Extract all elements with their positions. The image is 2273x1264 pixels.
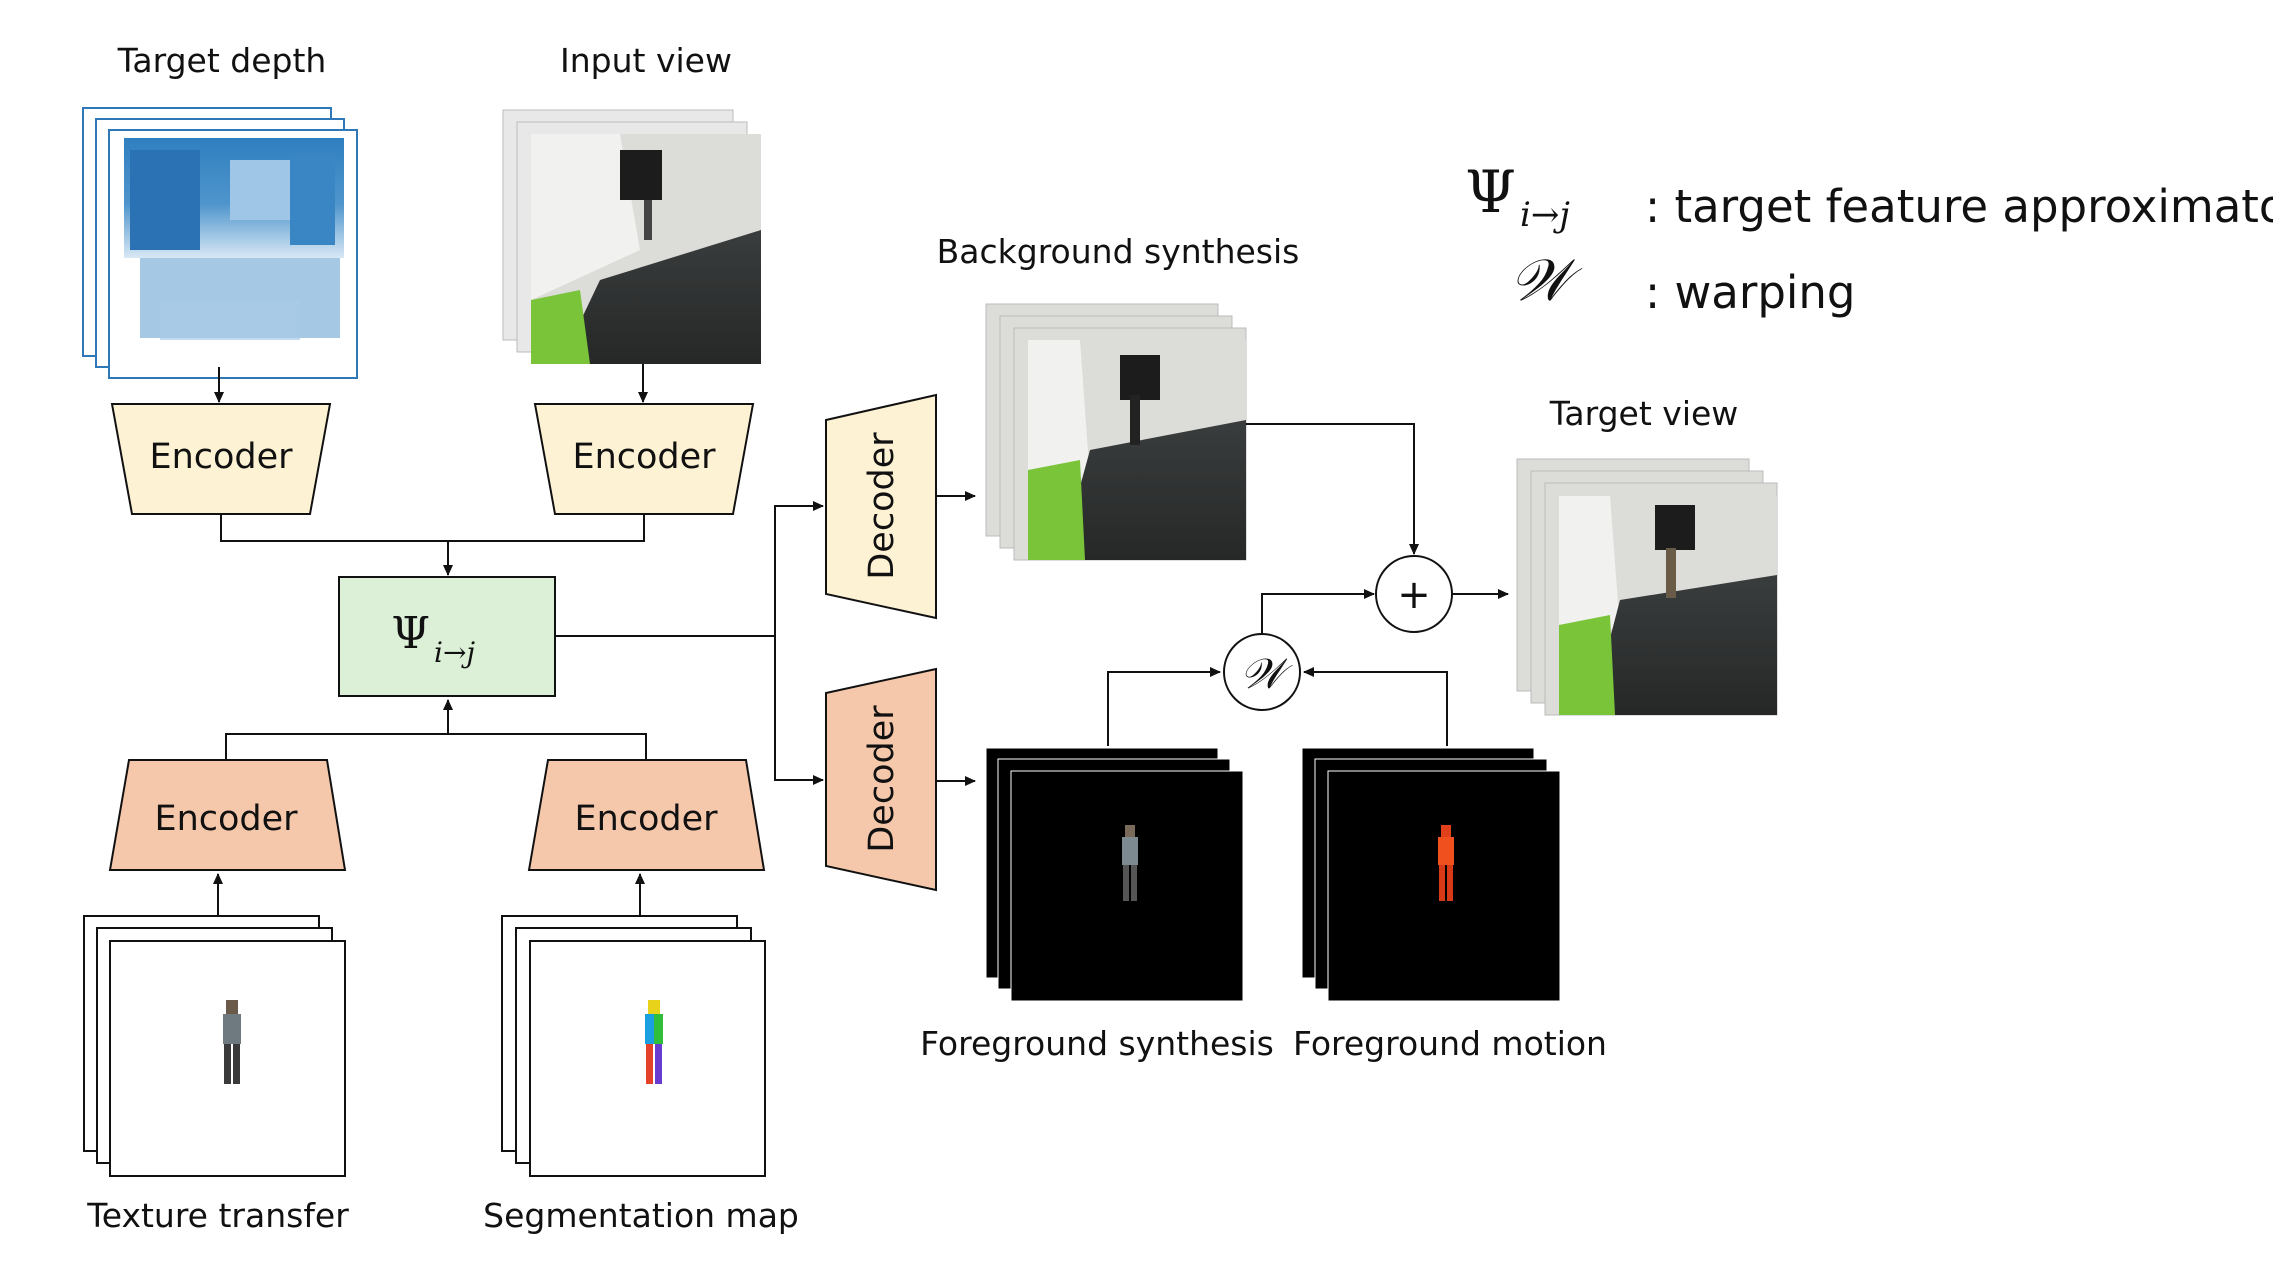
- segmentation-map-label: Segmentation map: [483, 1196, 799, 1235]
- decoder-foreground-label: Decoder: [862, 705, 902, 853]
- encoder-input-view-label: Encoder: [572, 437, 716, 477]
- target-depth-stack: [82, 107, 358, 379]
- texture-transfer-stack: [83, 915, 346, 1177]
- input-view-stack: [502, 109, 761, 364]
- legend-psi-symbol: Ψ: [1465, 158, 1516, 226]
- background-synthesis-stack: [985, 303, 1247, 561]
- input-view-label: Input view: [560, 41, 732, 80]
- legend-warp-description: : warping: [1645, 266, 1856, 319]
- target-feature-approximator-block: [338, 576, 556, 697]
- background-synthesis-label: Background synthesis: [937, 232, 1300, 271]
- segmentation-person-image: [645, 1000, 663, 1084]
- target-view-stack: [1516, 458, 1778, 716]
- psi-symbol: Ψ: [391, 608, 430, 659]
- input-view-image: [531, 134, 761, 364]
- foreground-motion-stack: [1301, 747, 1561, 1002]
- legend-warp-symbol: 𝒲: [1510, 246, 1583, 314]
- foreground-synthesis-label: Foreground synthesis: [920, 1024, 1274, 1063]
- legend-psi-description: : target feature approximator: [1645, 180, 2273, 233]
- segmentation-map-stack: [501, 915, 766, 1177]
- texture-transfer-label: Texture transfer: [86, 1196, 349, 1235]
- encoder-input-view: [533, 403, 755, 515]
- encoder-segmentation: [527, 759, 766, 871]
- background-synthesis-image: [1028, 340, 1246, 560]
- encoder-segmentation-label: Encoder: [574, 799, 718, 839]
- decoder-background-label: Decoder: [862, 432, 902, 580]
- legend-psi-subscript: i→j: [1520, 195, 1570, 235]
- depth-map-image: [124, 138, 344, 340]
- target-depth-label: Target depth: [117, 41, 327, 80]
- target-view-label: Target view: [1549, 394, 1739, 433]
- foreground-motion-image: [1438, 825, 1454, 901]
- legend: Ψ i→j : target feature approximator 𝒲 : …: [1465, 158, 2273, 319]
- texture-person-image: [223, 1000, 241, 1084]
- encoder-depth-label: Encoder: [149, 437, 293, 477]
- decoder-background: [825, 393, 937, 620]
- foreground-motion-label: Foreground motion: [1293, 1024, 1607, 1063]
- psi-subscript: i→j: [434, 636, 475, 669]
- foreground-person-image: [1122, 825, 1138, 901]
- foreground-synthesis-stack: [985, 747, 1244, 1002]
- plus-symbol: +: [1397, 572, 1431, 618]
- decoder-foreground: [825, 667, 937, 892]
- encoder-texture-label: Encoder: [154, 799, 298, 839]
- encoder-depth: [110, 403, 332, 515]
- target-view-image: [1559, 496, 1777, 715]
- encoder-texture: [108, 759, 347, 871]
